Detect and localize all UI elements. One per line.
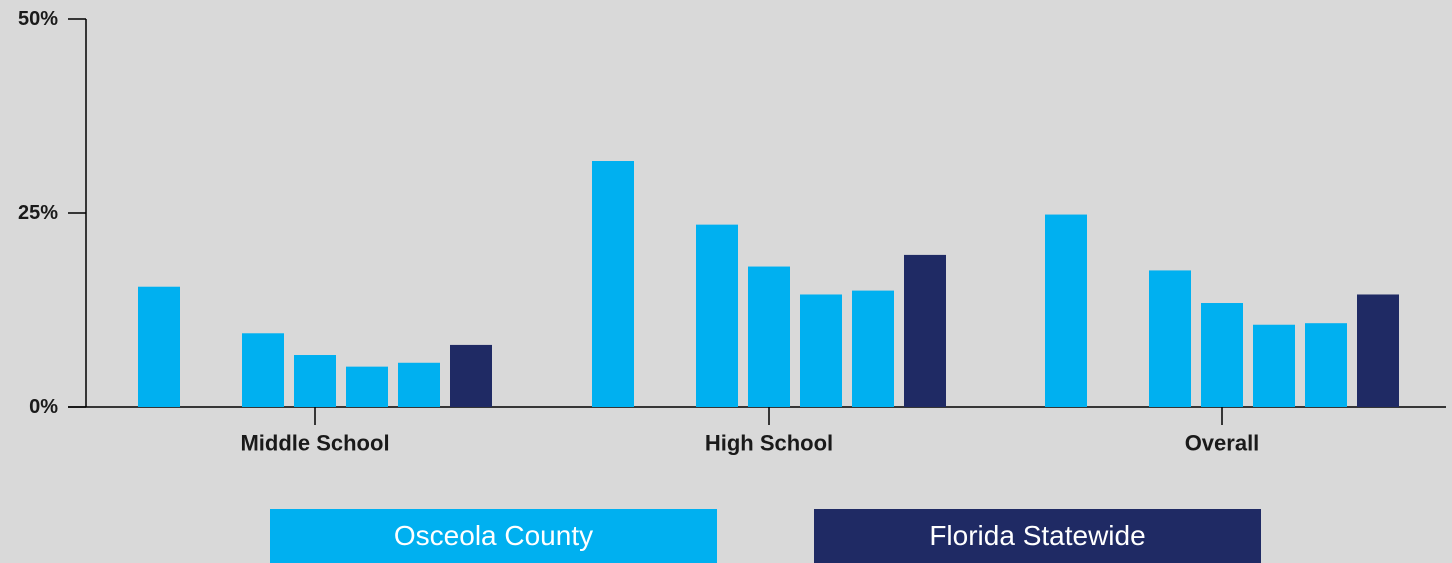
legend-label-osceola-county: Osceola County (393, 520, 594, 551)
y-tick-label: 0% (29, 396, 58, 418)
bar (592, 161, 634, 407)
bar (1253, 324, 1295, 407)
bar (294, 355, 336, 407)
bar (852, 290, 894, 407)
bar (904, 254, 946, 407)
bar (1357, 294, 1399, 407)
legend-item-florida-statewide: Florida Statewide (814, 509, 1261, 563)
bar (1201, 303, 1243, 407)
category-label: Overall (1185, 431, 1260, 456)
bar (450, 344, 492, 407)
bar (398, 362, 440, 407)
y-tick-label: 50% (18, 8, 58, 30)
bar (1045, 214, 1087, 407)
bar-chart: 0% 25% 50% Middle School High School Overall (18, 8, 1446, 456)
bar (800, 294, 842, 407)
bar (242, 333, 284, 407)
bar (1305, 323, 1347, 407)
category-label: Middle School (240, 431, 389, 456)
category-label: High School (705, 431, 833, 456)
y-tick-label: 25% (18, 202, 58, 224)
bar (346, 366, 388, 407)
bar (1149, 270, 1191, 407)
bar (748, 266, 790, 407)
bar (696, 224, 738, 407)
legend-label-florida-statewide: Florida Statewide (929, 520, 1146, 551)
legend-item-osceola-county: Osceola County (270, 509, 717, 563)
bar (138, 286, 180, 407)
